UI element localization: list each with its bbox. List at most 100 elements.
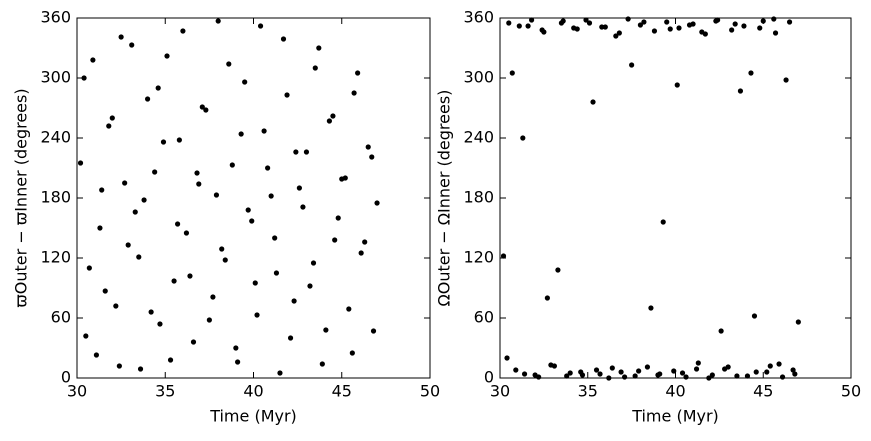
point xyxy=(709,372,715,378)
x-tick-label: 40 xyxy=(243,382,263,401)
point xyxy=(500,253,507,259)
point xyxy=(506,20,512,26)
point xyxy=(362,239,368,245)
point xyxy=(741,23,747,29)
y-tick-label: 120 xyxy=(40,248,71,267)
point xyxy=(516,23,522,29)
point xyxy=(574,26,580,32)
point xyxy=(792,371,798,377)
point xyxy=(609,365,615,371)
point xyxy=(369,154,375,160)
point xyxy=(277,370,283,376)
point xyxy=(613,33,619,39)
y-axis-label: ϖOuter − ϖInner (degrees) xyxy=(12,88,31,307)
point xyxy=(213,192,220,198)
point xyxy=(145,96,151,102)
point xyxy=(660,219,666,225)
y-tick-label: 300 xyxy=(463,68,494,87)
point xyxy=(764,369,770,375)
point xyxy=(326,118,332,124)
point xyxy=(722,366,728,372)
point xyxy=(351,90,357,96)
point xyxy=(729,27,735,33)
point xyxy=(544,295,550,301)
point xyxy=(786,19,793,25)
point xyxy=(106,123,112,129)
x-tick-label: 45 xyxy=(332,382,352,401)
point xyxy=(222,257,228,263)
point xyxy=(81,75,87,81)
point xyxy=(513,367,519,373)
point xyxy=(651,28,658,34)
point xyxy=(690,21,696,27)
point xyxy=(795,319,801,325)
point xyxy=(772,30,779,36)
point xyxy=(593,367,600,373)
point xyxy=(187,273,193,279)
x-tick-label: 45 xyxy=(753,382,773,401)
point xyxy=(355,70,361,76)
point xyxy=(235,359,241,365)
point xyxy=(226,61,232,67)
point xyxy=(560,18,566,24)
point xyxy=(155,85,161,91)
point xyxy=(579,372,586,378)
point xyxy=(590,99,596,105)
point xyxy=(102,288,108,294)
point xyxy=(732,21,738,27)
point xyxy=(541,29,547,35)
y-tick-label: 120 xyxy=(463,248,494,267)
point xyxy=(176,137,182,143)
point xyxy=(771,16,777,22)
point xyxy=(599,24,605,30)
point xyxy=(737,88,744,94)
point xyxy=(273,270,280,276)
point xyxy=(296,185,302,191)
point xyxy=(167,357,174,363)
point xyxy=(674,82,680,88)
y-tick-label: 180 xyxy=(463,188,494,207)
point xyxy=(268,193,274,199)
point xyxy=(676,25,682,31)
point xyxy=(528,17,535,23)
point xyxy=(715,17,721,23)
y-tick-label: 60 xyxy=(474,308,494,327)
point xyxy=(190,339,197,345)
point xyxy=(734,373,740,379)
point xyxy=(210,294,216,300)
point xyxy=(335,215,341,221)
point xyxy=(567,370,573,376)
point xyxy=(238,131,244,137)
y-tick-label: 360 xyxy=(463,8,494,27)
point xyxy=(748,70,754,76)
point xyxy=(300,204,306,210)
point xyxy=(122,180,128,186)
point xyxy=(141,197,147,203)
point xyxy=(303,149,310,155)
x-tick-label: 50 xyxy=(841,382,861,401)
point xyxy=(718,328,724,334)
point xyxy=(199,104,205,110)
point xyxy=(183,230,190,236)
point xyxy=(118,34,124,40)
point xyxy=(509,70,515,76)
point xyxy=(129,42,135,48)
y-tick-label: 60 xyxy=(51,308,71,327)
point xyxy=(116,363,122,369)
point xyxy=(77,160,84,166)
point xyxy=(548,362,554,368)
point xyxy=(783,77,789,83)
point xyxy=(657,371,663,377)
point xyxy=(525,23,531,29)
point xyxy=(564,373,570,379)
point xyxy=(790,367,796,373)
x-tick-label: 35 xyxy=(155,382,175,401)
point xyxy=(293,149,299,155)
point xyxy=(667,26,673,32)
point xyxy=(93,352,100,358)
point xyxy=(284,92,290,98)
point xyxy=(346,306,352,312)
point xyxy=(148,309,154,315)
y-tick-label: 180 xyxy=(40,188,71,207)
point xyxy=(136,254,142,260)
